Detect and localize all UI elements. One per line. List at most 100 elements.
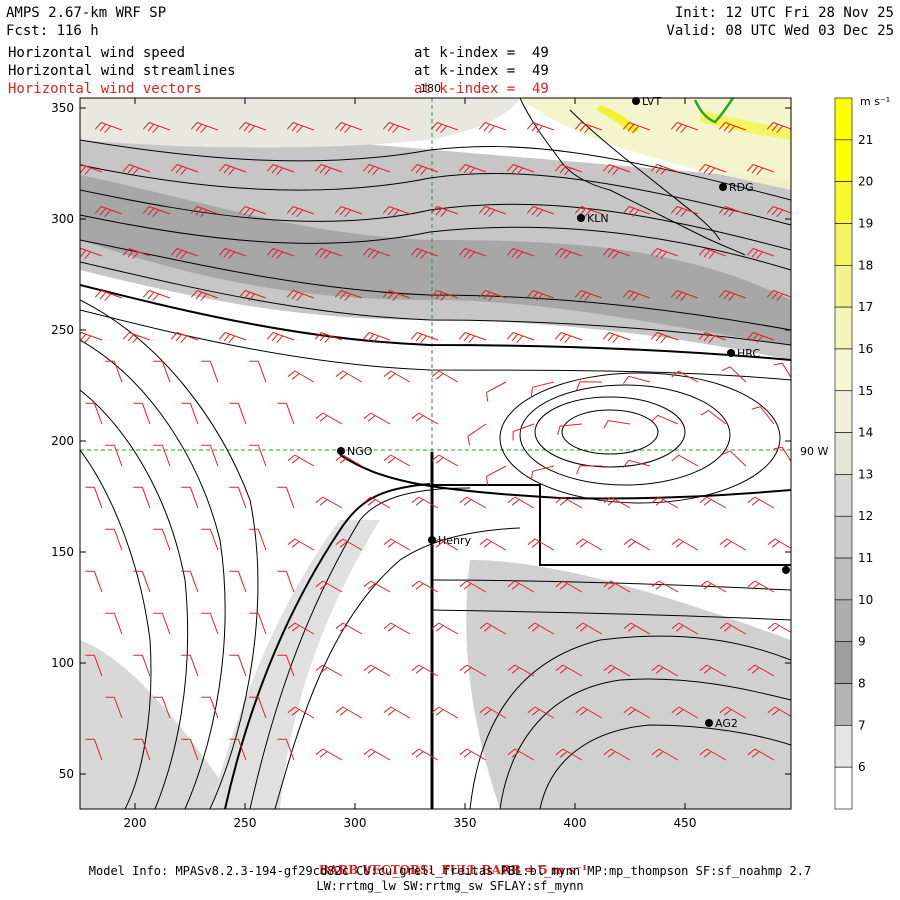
wind-barb — [122, 248, 151, 260]
wind-barb — [721, 366, 747, 383]
wind-barb — [286, 206, 315, 218]
colorbar-bin — [834, 181, 853, 224]
wind-barb — [431, 370, 459, 383]
colorbar-label: 9 — [858, 635, 866, 649]
x-tick-label: 400 — [564, 816, 587, 830]
shade-upper-yellow — [80, 98, 791, 190]
wind-barb — [622, 375, 651, 384]
x-tick-label: 450 — [674, 816, 697, 830]
colorbar-bin — [834, 223, 853, 266]
wind-barb — [181, 738, 199, 761]
wind-barb — [277, 570, 295, 593]
forecast-hour: Fcst: 116 h — [6, 23, 99, 39]
coast-north — [519, 98, 746, 256]
y-tick-label: 150 — [51, 545, 74, 559]
wind-barb — [382, 122, 411, 134]
wind-barb — [671, 622, 699, 635]
streamline-north-2 — [80, 164, 791, 226]
wind-barb — [459, 664, 487, 677]
barb-legend-text: BARB VECTORS: FULL BARB = 5 m s⁻¹ — [318, 863, 588, 877]
plot-area — [80, 98, 791, 809]
wind-speed-shading — [80, 98, 791, 809]
wind-barb — [335, 454, 363, 467]
wind-barb — [170, 332, 199, 344]
wind-barb — [575, 622, 603, 635]
wind-barb — [133, 654, 151, 677]
wind-barb — [229, 654, 247, 677]
wind-barb — [383, 538, 411, 551]
wind-barb — [527, 706, 555, 719]
wind-barb — [671, 538, 699, 551]
wind-barb — [314, 332, 343, 344]
wind-barb — [700, 410, 727, 425]
wind-barb — [411, 748, 439, 761]
wind-barb — [229, 570, 247, 593]
streamline-west-4 — [80, 449, 152, 809]
wind-barb — [650, 164, 679, 176]
colorbar-label: 14 — [858, 426, 873, 440]
wind-barb — [671, 370, 699, 383]
field-level-speed: at k-index = 49 — [414, 45, 549, 61]
wind-barb — [576, 381, 602, 391]
colorbar-label: 17 — [858, 300, 873, 314]
wind-barb — [699, 580, 727, 593]
wind-barb — [85, 570, 103, 593]
wind-barb — [603, 580, 631, 593]
wind-barb — [80, 248, 103, 260]
colorbar-bin — [834, 474, 853, 517]
wind-barb — [315, 664, 343, 677]
wind-barb — [699, 748, 727, 761]
colorbar-label: 16 — [858, 342, 873, 356]
colorbar-bin — [834, 766, 853, 810]
station-marker-unlabeled — [782, 566, 790, 574]
wind-barb — [249, 612, 267, 635]
wind-barb — [766, 122, 791, 134]
station-label: HRC — [737, 347, 760, 360]
wind-barb — [142, 290, 171, 302]
wind-barb — [555, 664, 583, 677]
colorbar-label: 21 — [858, 133, 873, 147]
wind-barb — [315, 412, 343, 425]
streamline-west-1 — [80, 299, 259, 809]
wind-barb — [574, 290, 603, 302]
colorbar-bin — [834, 515, 853, 559]
colorbar-bin — [834, 725, 853, 768]
wind-barb — [623, 706, 651, 719]
field-name-streamlines: Horizontal wind streamlines — [8, 63, 236, 79]
wind-barb — [190, 122, 219, 134]
wind-barb — [238, 290, 267, 302]
wind-barb — [363, 496, 391, 509]
wind-barb — [335, 370, 363, 383]
wind-barb — [201, 696, 219, 719]
wind-barb — [430, 122, 459, 134]
station-marker — [577, 214, 585, 222]
wind-barb — [334, 122, 363, 134]
wind-barb — [602, 248, 631, 260]
y-tick-label: 300 — [51, 212, 74, 226]
wind-barb — [526, 122, 555, 134]
wind-barb — [767, 538, 791, 549]
colorbar-bin — [834, 348, 853, 392]
station-marker — [428, 536, 436, 544]
shade-upper-light — [80, 98, 520, 148]
shade-yellow-west — [596, 105, 640, 134]
wind-barb — [651, 414, 679, 425]
field-level-vectors: at k-index = 49 — [414, 81, 549, 97]
colorbar-label: 7 — [858, 718, 866, 732]
wind-barb — [153, 444, 171, 467]
colorbar-unit: m s⁻¹ — [860, 95, 890, 108]
wind-barb — [507, 580, 535, 593]
wind-barb — [478, 206, 507, 218]
wind-barb — [651, 748, 679, 761]
wind-barb — [623, 622, 651, 635]
colorbar-label: 6 — [858, 760, 866, 774]
field-level-streamlines: at k-index = 49 — [414, 63, 549, 79]
wind-barb — [506, 164, 535, 176]
wind-barb — [238, 122, 267, 134]
wind-barb — [773, 446, 791, 463]
station-marker — [719, 183, 727, 191]
y-tick-label: 200 — [51, 434, 74, 448]
shade-south-west — [80, 640, 240, 809]
wind-barb — [507, 748, 535, 761]
station-marker — [337, 447, 345, 455]
